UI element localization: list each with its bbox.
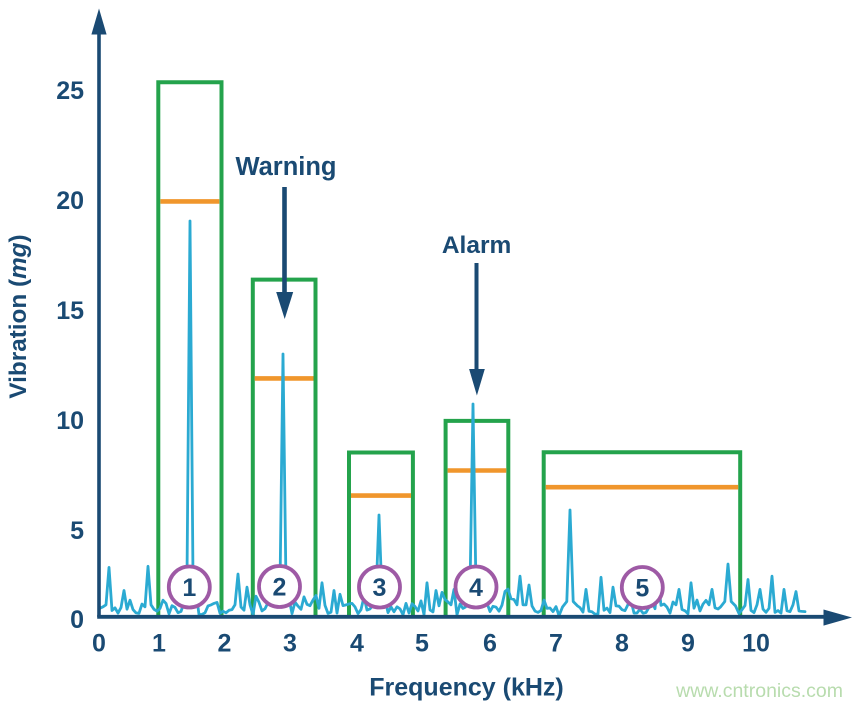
svg-text:4: 4 [469, 574, 483, 602]
svg-text:0: 0 [92, 629, 106, 657]
svg-text:1: 1 [152, 629, 166, 657]
svg-text:3: 3 [373, 574, 387, 602]
svg-text:5: 5 [70, 517, 84, 545]
svg-text:Warning: Warning [235, 153, 336, 181]
svg-text:www.cntronics.com: www.cntronics.com [675, 680, 843, 702]
svg-text:2: 2 [218, 629, 232, 657]
svg-text:5: 5 [635, 575, 649, 603]
svg-text:Alarm: Alarm [442, 232, 511, 259]
svg-text:1: 1 [182, 574, 196, 602]
svg-text:8: 8 [615, 629, 629, 657]
svg-text:3: 3 [283, 629, 297, 657]
svg-text:10: 10 [56, 407, 84, 435]
svg-text:7: 7 [549, 629, 563, 657]
svg-text:25: 25 [56, 77, 84, 105]
svg-text:Frequency (kHz): Frequency (kHz) [369, 674, 563, 702]
svg-text:2: 2 [273, 574, 287, 602]
svg-text:10: 10 [742, 629, 770, 657]
svg-text:20: 20 [56, 187, 84, 215]
svg-text:15: 15 [56, 297, 84, 325]
svg-text:9: 9 [681, 629, 695, 657]
svg-text:4: 4 [350, 629, 364, 657]
svg-text:6: 6 [483, 629, 497, 657]
svg-text:0: 0 [70, 606, 84, 634]
svg-text:5: 5 [415, 629, 429, 657]
svg-text:Vibration (mg): Vibration (mg) [5, 234, 32, 398]
